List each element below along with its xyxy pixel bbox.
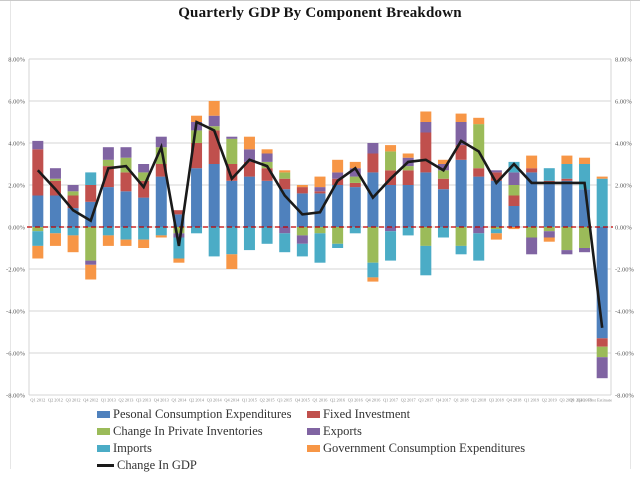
- legend-item-pce: Pesonal Consumption Expenditures: [97, 407, 307, 422]
- svg-text:Q3 2019: Q3 2019: [559, 398, 574, 403]
- legend-item-private-inventories: Change In Private Inventories: [97, 424, 307, 439]
- svg-text:0.00%: 0.00%: [615, 224, 632, 231]
- private-inventories-swatch-icon: [97, 428, 110, 435]
- svg-text:Q3 2018: Q3 2018: [489, 398, 504, 403]
- change-in-gdp-line-marker-icon: [97, 464, 114, 467]
- svg-text:Q1 2020 - First Estimate: Q1 2020 - First Estimate: [570, 398, 613, 403]
- legend-label-imports: Imports: [113, 441, 152, 455]
- svg-text:Q4 2017: Q4 2017: [436, 398, 452, 403]
- svg-text:Q3 2016: Q3 2016: [348, 398, 364, 403]
- svg-text:Q1 2018: Q1 2018: [454, 398, 469, 403]
- legend-item-exports: Exports: [307, 424, 525, 439]
- government-swatch-icon: [307, 445, 320, 452]
- legend-label-government: Government Consumption Expenditures: [323, 441, 526, 455]
- svg-text:-8.00%: -8.00%: [6, 392, 26, 399]
- frame-left-border: [10, 1, 11, 469]
- svg-text:Q4 2019: Q4 2019: [577, 398, 592, 403]
- svg-text:Q3 2015: Q3 2015: [277, 398, 292, 403]
- legend-item-change-in-gdp: Change In GDP: [97, 458, 307, 473]
- change-in-gdp-line: [36, 120, 604, 328]
- svg-text:Q2 2012: Q2 2012: [48, 398, 63, 403]
- svg-text:Q2 2019: Q2 2019: [542, 398, 557, 403]
- svg-text:-2.00%: -2.00%: [6, 266, 26, 273]
- svg-text:Q1 2017: Q1 2017: [383, 398, 399, 403]
- svg-text:-4.00%: -4.00%: [6, 308, 26, 315]
- svg-text:2.00%: 2.00%: [615, 182, 632, 189]
- x-axis-labels: Q1 2012 Q2 2012 Q3 2012 Q4 2012 Q1 2013 Q2 20…: [30, 398, 612, 403]
- legend-item-fixed-investment: Fixed Investment: [307, 407, 525, 422]
- svg-text:4.00%: 4.00%: [615, 140, 632, 147]
- svg-text:2.00%: 2.00%: [8, 182, 25, 189]
- chart-title: Quarterly GDP By Component Breakdown: [178, 5, 462, 21]
- fixed-investment-swatch-icon: [307, 411, 320, 418]
- svg-text:Q1 2019: Q1 2019: [524, 398, 539, 403]
- svg-text:-8.00%: -8.00%: [615, 392, 635, 399]
- svg-text:-6.00%: -6.00%: [615, 350, 635, 357]
- legend-label-private-inventories: Change In Private Inventories: [113, 424, 263, 438]
- svg-text:Q2 2013: Q2 2013: [119, 398, 134, 403]
- svg-text:-4.00%: -4.00%: [615, 308, 635, 315]
- legend: Pesonal Consumption Expenditures Change I…: [97, 406, 525, 474]
- svg-text:6.00%: 6.00%: [615, 98, 632, 105]
- svg-text:Q4 2012: Q4 2012: [83, 398, 98, 403]
- svg-text:Q1 2016: Q1 2016: [313, 398, 329, 403]
- y-axis-left-labels: 8.00% 6.00% 4.00% 2.00% 0.00% -2.00% -4.00% -6.…: [6, 56, 26, 399]
- pce-swatch-icon: [97, 411, 110, 418]
- svg-text:6.00%: 6.00%: [8, 98, 25, 105]
- svg-text:Q1 2012: Q1 2012: [30, 398, 45, 403]
- svg-text:Q2 2016: Q2 2016: [330, 398, 346, 403]
- svg-text:Q2 2015: Q2 2015: [260, 398, 275, 403]
- svg-text:Q2 2018: Q2 2018: [471, 398, 486, 403]
- svg-text:Q1 2013: Q1 2013: [101, 398, 116, 403]
- legend-label-fixed-investment: Fixed Investment: [323, 407, 411, 421]
- gridlines: [28, 58, 612, 396]
- svg-text:Q3 2014: Q3 2014: [207, 398, 223, 403]
- svg-text:Q4 2015: Q4 2015: [295, 398, 310, 403]
- svg-text:-6.00%: -6.00%: [6, 350, 26, 357]
- legend-label-exports: Exports: [323, 424, 362, 438]
- svg-text:Q4 2016: Q4 2016: [365, 398, 381, 403]
- svg-text:Q4 2018: Q4 2018: [507, 398, 522, 403]
- legend-item-government: Government Consumption Expenditures: [307, 441, 525, 456]
- svg-text:Q1 2014: Q1 2014: [171, 398, 187, 403]
- svg-text:8.00%: 8.00%: [615, 56, 632, 63]
- svg-text:Q2 2014: Q2 2014: [189, 398, 205, 403]
- frame-top-border: [0, 0, 640, 1]
- svg-text:0.00%: 0.00%: [8, 224, 25, 231]
- svg-text:Q4 2013: Q4 2013: [154, 398, 169, 403]
- legend-label-change-in-gdp: Change In GDP: [117, 458, 197, 472]
- svg-text:Q3 2017: Q3 2017: [418, 398, 434, 403]
- svg-text:-2.00%: -2.00%: [615, 266, 635, 273]
- svg-text:8.00%: 8.00%: [8, 56, 25, 63]
- svg-text:Q1 2015: Q1 2015: [242, 398, 257, 403]
- svg-text:Q3 2012: Q3 2012: [66, 398, 81, 403]
- exports-swatch-icon: [307, 428, 320, 435]
- svg-text:Q2 2017: Q2 2017: [401, 398, 417, 403]
- y-axis-right-labels: 8.00% 6.00% 4.00% 2.00% 0.00% -2.00% -4.00% -6.…: [615, 56, 635, 399]
- frame-right-border: [630, 1, 631, 469]
- svg-text:Q4 2014: Q4 2014: [224, 398, 240, 403]
- imports-swatch-icon: [97, 445, 110, 452]
- svg-text:Q3 2013: Q3 2013: [136, 398, 151, 403]
- legend-item-imports: Imports: [97, 441, 307, 456]
- svg-text:4.00%: 4.00%: [8, 140, 25, 147]
- legend-label-pce: Pesonal Consumption Expenditures: [113, 407, 292, 421]
